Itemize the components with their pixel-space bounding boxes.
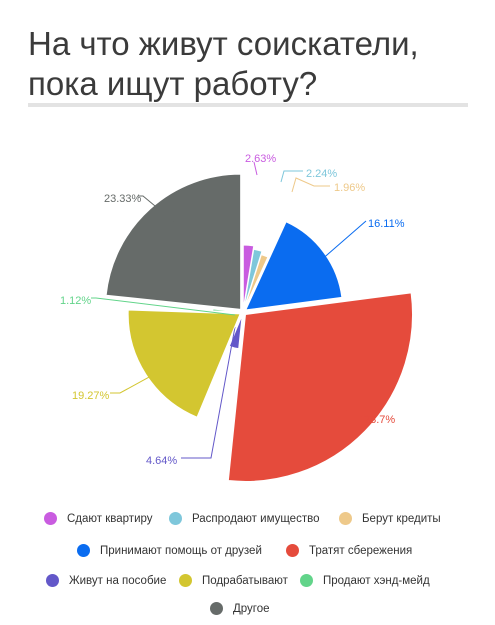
data-label: 19.27%	[72, 390, 110, 402]
leader-line	[181, 326, 236, 459]
pie-slice[interactable]	[105, 173, 242, 310]
pie-slice[interactable]	[242, 244, 255, 309]
pie-slice[interactable]	[212, 308, 240, 313]
pie-slice[interactable]	[243, 248, 263, 309]
leader-line	[138, 195, 191, 236]
legend-marker	[339, 512, 352, 525]
legend-marker	[300, 574, 313, 587]
legend-label: Живут на пособие	[69, 574, 167, 587]
legend-marker	[179, 574, 192, 587]
data-label: 1.96%	[334, 182, 365, 194]
data-label: 2.24%	[306, 168, 337, 180]
legend-label: Принимают помощь от друзей	[100, 544, 262, 557]
legend-label: Продают хэнд-мейд	[323, 574, 430, 587]
legend-marker	[46, 574, 59, 587]
legend-item-savings[interactable]: Тратят сбережения	[286, 544, 412, 557]
leader-line	[110, 369, 163, 394]
leader-line	[253, 161, 258, 176]
legend-item-friends-help[interactable]: Принимают помощь от друзей	[77, 544, 262, 557]
leader-line	[311, 220, 367, 269]
chart-title-line-1: На что живут соискатели,	[28, 25, 419, 62]
data-label: 1.12%	[60, 295, 91, 307]
pie-chart: 2.63% 2.24% 1.96% 16.11% 28.7% 4.64% 19.27% 1.1…	[60, 153, 414, 482]
data-label: 2.63%	[245, 153, 276, 165]
leader-line	[280, 170, 303, 183]
leader-line	[91, 297, 236, 316]
legend-label: Другое	[233, 602, 270, 615]
data-label: 28.7%	[364, 414, 395, 426]
legend-label: Сдают квартиру	[67, 512, 153, 525]
data-label: 16.11%	[368, 218, 405, 230]
legend-row-2: Принимают помощь от друзей Тратят сбереж…	[0, 544, 495, 564]
legend-row-3: Живут на пособие Подрабатывают Продают х…	[0, 574, 495, 594]
chart-title-line-2: пока ищут работу?	[28, 65, 318, 102]
legend-label: Берут кредиты	[362, 512, 441, 525]
pie-slice[interactable]	[127, 309, 241, 418]
legend-item-sell-property[interactable]: Распродают имущество	[169, 512, 319, 525]
data-label: 4.64%	[146, 455, 177, 467]
legend-item-loans[interactable]: Берут кредиты	[339, 512, 441, 525]
leader-line	[346, 409, 362, 418]
legend-marker	[210, 602, 223, 615]
leader-line	[291, 177, 330, 193]
legend-marker	[286, 544, 299, 557]
chart-title: На что живут соискатели, пока ищут работ…	[28, 24, 478, 104]
legend-row-1: Сдают квартиру Распродают имущество Беру…	[0, 512, 495, 532]
data-label: 23.33%	[104, 193, 142, 205]
legend-item-rent[interactable]: Сдают квартиру	[44, 512, 153, 525]
pie-slice[interactable]	[243, 253, 269, 309]
legend-item-handmade[interactable]: Продают хэнд-мейд	[300, 574, 430, 587]
legend-item-other[interactable]: Другое	[210, 602, 270, 615]
legend-marker	[44, 512, 57, 525]
legend-marker	[169, 512, 182, 525]
pie-slice[interactable]	[227, 292, 414, 482]
legend-marker	[77, 544, 90, 557]
legend-row-4: Другое	[0, 602, 495, 622]
legend-item-benefits[interactable]: Живут на пособие	[46, 574, 166, 587]
pie-slice[interactable]	[244, 221, 343, 311]
legend-label: Тратят сбережения	[309, 544, 413, 557]
legend-item-side-jobs[interactable]: Подрабатывают	[179, 574, 288, 587]
title-divider	[28, 103, 468, 107]
legend-label: Подрабатывают	[202, 574, 288, 587]
legend-label: Распродают имущество	[192, 512, 320, 525]
